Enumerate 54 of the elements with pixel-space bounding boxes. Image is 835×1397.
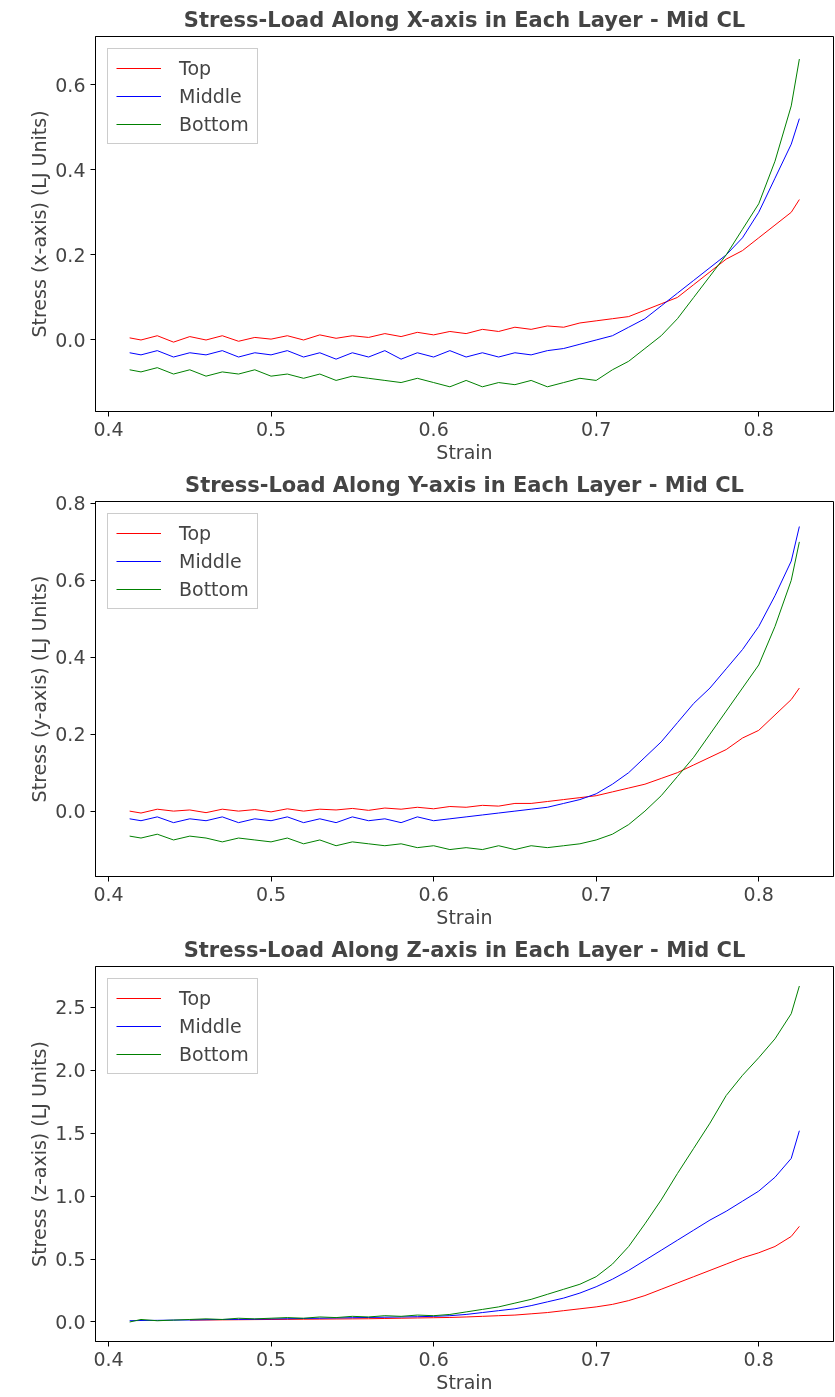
x-tick-label: 0.6 bbox=[418, 417, 449, 440]
legend-label: Bottom bbox=[179, 113, 249, 135]
y-tick-label: 0.6 bbox=[55, 73, 86, 96]
legend-label: Top bbox=[179, 57, 212, 79]
x-tick-label: 0.7 bbox=[581, 882, 612, 905]
legend-label: Bottom bbox=[179, 1043, 249, 1065]
x-axis-title: Strain bbox=[436, 1370, 493, 1393]
y-tick-label: 0.0 bbox=[55, 1310, 86, 1333]
x-tick-label: 0.8 bbox=[743, 417, 774, 440]
line-series bbox=[129, 985, 800, 1323]
x-tick-label: 0.7 bbox=[581, 1347, 612, 1370]
x-tick-label: 0.6 bbox=[418, 1347, 449, 1370]
x-tick-label: 0.5 bbox=[255, 882, 287, 905]
x-tick-label: 0.7 bbox=[581, 417, 612, 440]
y-tick-label: 0.0 bbox=[55, 328, 86, 351]
y-axis-title: Stress (y-axis) (LJ Units) bbox=[28, 575, 51, 803]
legend-label: Middle bbox=[179, 1015, 242, 1037]
y-tick-label: 0.5 bbox=[55, 1248, 86, 1271]
chart-title: Stress-Load Along X-axis in Each Layer - Mid CL bbox=[183, 7, 746, 32]
y-tick-label: 0.2 bbox=[55, 243, 86, 266]
y-tick-label: 2.0 bbox=[55, 1059, 86, 1082]
legend-label: Bottom bbox=[179, 578, 249, 600]
y-tick-label: 0.4 bbox=[55, 646, 86, 669]
y-tick-label: 0.4 bbox=[55, 158, 86, 181]
x-tick-label: 0.6 bbox=[418, 882, 449, 905]
legend-label: Middle bbox=[179, 85, 242, 107]
y-tick-label: 0.8 bbox=[55, 492, 86, 515]
y-tick-label: 1.5 bbox=[55, 1122, 86, 1145]
line-series bbox=[129, 1130, 800, 1322]
y-tick-label: 2.5 bbox=[55, 996, 86, 1019]
x-axis-title: Strain bbox=[436, 440, 493, 463]
line-series bbox=[129, 118, 800, 360]
x-tick-label: 0.8 bbox=[743, 882, 774, 905]
x-axis-title: Strain bbox=[436, 905, 493, 928]
y-axis-title: Stress (x-axis) (LJ Units) bbox=[28, 110, 51, 338]
y-tick-label: 0.2 bbox=[55, 723, 86, 746]
chart-title: Stress-Load Along Y-axis in Each Layer - Mid CL bbox=[185, 472, 744, 497]
line-series bbox=[129, 687, 800, 814]
y-tick-label: 1.0 bbox=[55, 1185, 86, 1208]
legend-label: Top bbox=[179, 522, 212, 544]
y-axis-title: Stress (z-axis) (LJ Units) bbox=[28, 1041, 51, 1267]
y-tick-label: 0.6 bbox=[55, 569, 86, 592]
x-tick-label: 0.8 bbox=[743, 1347, 774, 1370]
x-tick-label: 0.5 bbox=[255, 1347, 287, 1370]
x-tick-label: 0.4 bbox=[93, 417, 124, 440]
x-tick-label: 0.4 bbox=[93, 882, 124, 905]
legend-label: Middle bbox=[179, 550, 242, 572]
line-series bbox=[129, 199, 800, 343]
y-tick-label: 0.0 bbox=[55, 800, 86, 823]
x-tick-label: 0.5 bbox=[255, 417, 287, 440]
chart-title: Stress-Load Along Z-axis in Each Layer - Mid CL bbox=[183, 937, 746, 962]
legend-label: Top bbox=[179, 987, 212, 1009]
x-tick-label: 0.4 bbox=[93, 1347, 124, 1370]
line-series bbox=[129, 58, 800, 388]
